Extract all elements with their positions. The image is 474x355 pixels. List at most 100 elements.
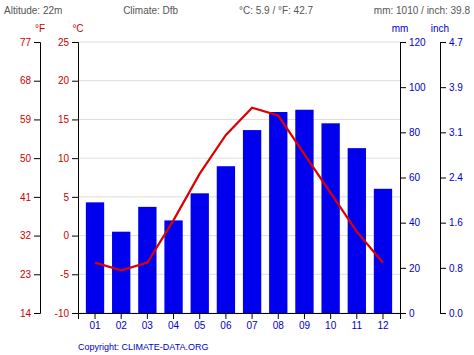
grid-line [78, 80, 400, 81]
tick-label: 08 [273, 320, 285, 331]
tick-mark [278, 313, 279, 319]
tick-mark [72, 158, 78, 159]
tick-label: 06 [220, 320, 232, 331]
tick-label: -10 [55, 308, 70, 319]
axis-label: °C [72, 23, 83, 34]
tick: 32 [20, 230, 40, 241]
tick-label: 120 [409, 37, 426, 48]
header-text: mm: 1010 / inch: 39.8 [374, 5, 471, 16]
tick-label: 03 [142, 320, 154, 331]
tick-mark [400, 42, 406, 43]
tick-label: 32 [20, 230, 32, 241]
tick: 06 [220, 313, 232, 331]
bar [243, 130, 261, 313]
tick-label: 0.8 [449, 263, 463, 274]
tick-mark [252, 313, 253, 319]
tick-label: 11 [352, 320, 363, 331]
tick-mark [330, 313, 331, 319]
tick-label: 3.1 [449, 127, 463, 138]
tick: 3.1 [440, 127, 463, 138]
tick: 12 [377, 313, 389, 331]
tick: 03 [142, 313, 154, 331]
tick: 40 [400, 217, 421, 228]
header-text: Climate: Dfb [123, 5, 178, 16]
tick-label: 77 [20, 37, 32, 48]
tick: 2.4 [440, 172, 463, 183]
tick: 25 [58, 37, 78, 48]
tick-mark [400, 132, 406, 133]
y-alt-domain [34, 43, 41, 314]
grid-line [78, 119, 400, 120]
tick: 50 [20, 153, 40, 164]
tick-label: -5 [60, 269, 69, 280]
bar [217, 166, 235, 313]
tick-mark [199, 313, 200, 319]
tick-mark [121, 313, 122, 319]
bar-series [86, 110, 392, 313]
tick-label: 04 [168, 320, 180, 331]
tick-mark [72, 81, 78, 82]
line [95, 108, 383, 271]
header-text: °C: 5.9 / °F: 42.7 [239, 5, 314, 16]
tick-label: 07 [247, 320, 259, 331]
tick: 09 [299, 313, 311, 331]
tick-label: 01 [89, 320, 101, 331]
tick: 1.6 [440, 217, 463, 228]
tick-label: 0 [409, 308, 415, 319]
tick: 15 [58, 114, 78, 125]
tick-mark [72, 119, 78, 120]
tick: 100 [400, 82, 426, 93]
tick-mark [95, 313, 96, 319]
tick-label: 80 [409, 127, 421, 138]
tick-mark [147, 313, 148, 319]
y-alt-axis: 1423324150596877 [20, 37, 41, 319]
tick-mark [440, 132, 446, 133]
tick-mark [72, 274, 78, 275]
tick: 4.7 [440, 37, 463, 48]
tick: 77 [20, 37, 40, 48]
tick: 02 [116, 313, 128, 331]
tick-label: 20 [58, 75, 70, 86]
y-axis: -10-50510152025 [55, 37, 79, 319]
tick-label: 40 [409, 217, 421, 228]
tick-mark [440, 268, 446, 269]
tick-label: 20 [409, 263, 421, 274]
tick: 23 [20, 269, 40, 280]
tick-mark [225, 313, 226, 319]
tick: 14 [20, 308, 40, 319]
bar [112, 232, 130, 313]
tick-label: 68 [20, 75, 32, 86]
tick: 10 [325, 313, 337, 331]
tick-mark [356, 313, 357, 319]
tick-label: 100 [409, 82, 426, 93]
tick: 07 [247, 313, 259, 331]
tick: 60 [400, 172, 421, 183]
grid [78, 42, 400, 313]
tick-mark [400, 178, 406, 179]
tick-label: 05 [194, 320, 206, 331]
tick-label: 60 [409, 172, 421, 183]
tick-label: 59 [20, 114, 32, 125]
tick-mark [440, 313, 446, 314]
bar [191, 193, 209, 313]
tick: 3.9 [440, 82, 463, 93]
tick-mark [304, 313, 305, 319]
y2-axis: 0 20 40 60 80 100 120 [400, 37, 426, 319]
tick-mark [440, 87, 446, 88]
tick: -10 [55, 308, 78, 319]
tick-mark [440, 178, 446, 179]
tick-label: 14 [20, 308, 32, 319]
tick-label: 0.0 [449, 308, 463, 319]
tick-mark [34, 197, 40, 198]
chart: 010203040506070809101112-10-505101520251… [0, 0, 474, 355]
tick-label: 23 [20, 269, 32, 280]
tick-label: 25 [58, 37, 70, 48]
tick-label: 10 [58, 153, 70, 164]
tick: 5 [63, 192, 78, 203]
tick-mark [400, 313, 406, 314]
x-domain [79, 314, 401, 320]
y2-alt-domain [441, 43, 447, 314]
bar [164, 220, 182, 313]
tick: 59 [20, 114, 40, 125]
tick-label: 4.7 [449, 37, 463, 48]
